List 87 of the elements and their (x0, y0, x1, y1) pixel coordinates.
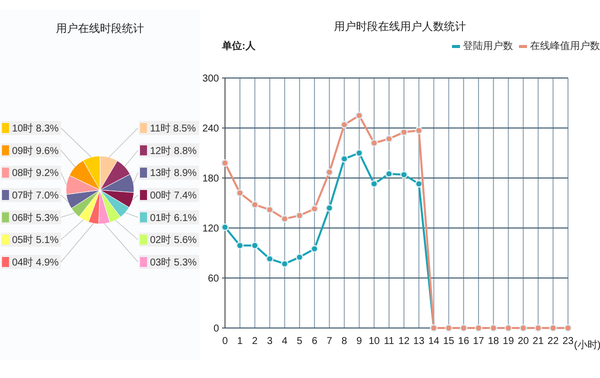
point (534, 324, 542, 332)
point (340, 155, 348, 163)
x-tick-label: 4 (282, 336, 288, 347)
x-tick-label: 22 (548, 336, 560, 347)
y-axis-title: 单位:人 (221, 40, 256, 52)
point (280, 260, 288, 268)
x-tick-label: 15 (443, 336, 455, 347)
point (251, 242, 259, 250)
legend-label: 04时 4.9% (12, 256, 59, 268)
point (415, 126, 423, 134)
point (460, 324, 468, 332)
x-tick-label: 17 (472, 336, 485, 347)
x-tick-label: 8 (342, 336, 348, 347)
legend-label: 08时 9.2% (12, 167, 59, 180)
legend-label: 10时 8.3% (12, 122, 59, 134)
x-tick-label: 14 (428, 336, 440, 347)
point (310, 205, 318, 213)
point (474, 324, 482, 332)
point (340, 120, 348, 128)
chart-title: 用户在线时段统计 (56, 22, 144, 35)
y-tick-label: 240 (202, 124, 220, 134)
legend-label: 06时 5.3% (12, 212, 59, 224)
legend-label: 03时 5.3% (150, 256, 197, 268)
point (519, 324, 528, 332)
legend-label: 05时 5.1% (12, 234, 59, 246)
x-tick-label: 19 (502, 336, 514, 347)
x-tick-label: 12 (398, 336, 410, 347)
legend-label: 13时 8.9% (150, 167, 197, 180)
point (415, 180, 423, 188)
point (549, 324, 557, 332)
point (370, 180, 378, 188)
point (326, 204, 334, 212)
point (266, 255, 274, 263)
y-tick-label: 300 (202, 74, 220, 84)
point (355, 149, 364, 157)
x-tick-label: 20 (518, 336, 530, 347)
point (400, 170, 408, 178)
point (280, 215, 288, 223)
legend-label: 09时 9.6% (12, 144, 59, 157)
chart-title: 用户时段在线用户人数统计 (334, 20, 466, 33)
y-tick-label: 120 (202, 224, 220, 234)
point (504, 324, 512, 332)
x-tick-label: 21 (532, 336, 544, 347)
legend-label: 12时 8.8% (150, 144, 197, 157)
point (236, 189, 244, 197)
legend-label: 01时 6.1% (150, 212, 197, 224)
y-tick-label: 180 (202, 174, 220, 184)
y-tick-label: 60 (208, 274, 220, 284)
x-tick-label: 10 (368, 336, 380, 347)
x-tick-label: 23 (562, 336, 574, 347)
point (221, 223, 229, 231)
point (221, 159, 229, 167)
point (370, 139, 378, 147)
legend-label: 11时 8.5% (150, 122, 196, 134)
x-tick-label: 9 (356, 336, 362, 347)
x-tick-label: 6 (312, 336, 318, 347)
x-tick-label: 18 (488, 336, 500, 347)
x-tick-label: 5 (296, 336, 303, 347)
legend-label: 00时 7.4% (150, 190, 197, 202)
point (326, 168, 334, 176)
legend-label: 登陆用户数 (463, 40, 513, 52)
point (444, 324, 452, 332)
legend-label: 02时 5.6% (150, 234, 197, 246)
point (355, 112, 364, 120)
point (385, 135, 393, 143)
x-tick-label: 0 (222, 336, 228, 347)
point (296, 253, 304, 261)
point (564, 324, 572, 332)
legend-label: 在线峰值用户数 (530, 40, 600, 52)
point (310, 245, 318, 253)
x-tick-label: 7 (326, 336, 333, 347)
point (296, 212, 304, 220)
point (400, 128, 408, 136)
point (385, 170, 393, 178)
x-tick-label: 3 (266, 336, 273, 347)
x-tick-label: 11 (384, 336, 395, 347)
x-axis-title: (小时) (574, 339, 600, 351)
point (236, 242, 244, 250)
y-tick-label: 0 (213, 324, 220, 334)
legend-label: 07时 7.0% (12, 190, 59, 202)
point (266, 206, 274, 214)
x-tick-label: 16 (458, 336, 470, 347)
x-tick-label: 13 (413, 336, 425, 347)
x-tick-label: 2 (252, 336, 258, 347)
point (251, 200, 259, 208)
point (490, 324, 498, 332)
x-tick-label: 1 (237, 336, 244, 347)
